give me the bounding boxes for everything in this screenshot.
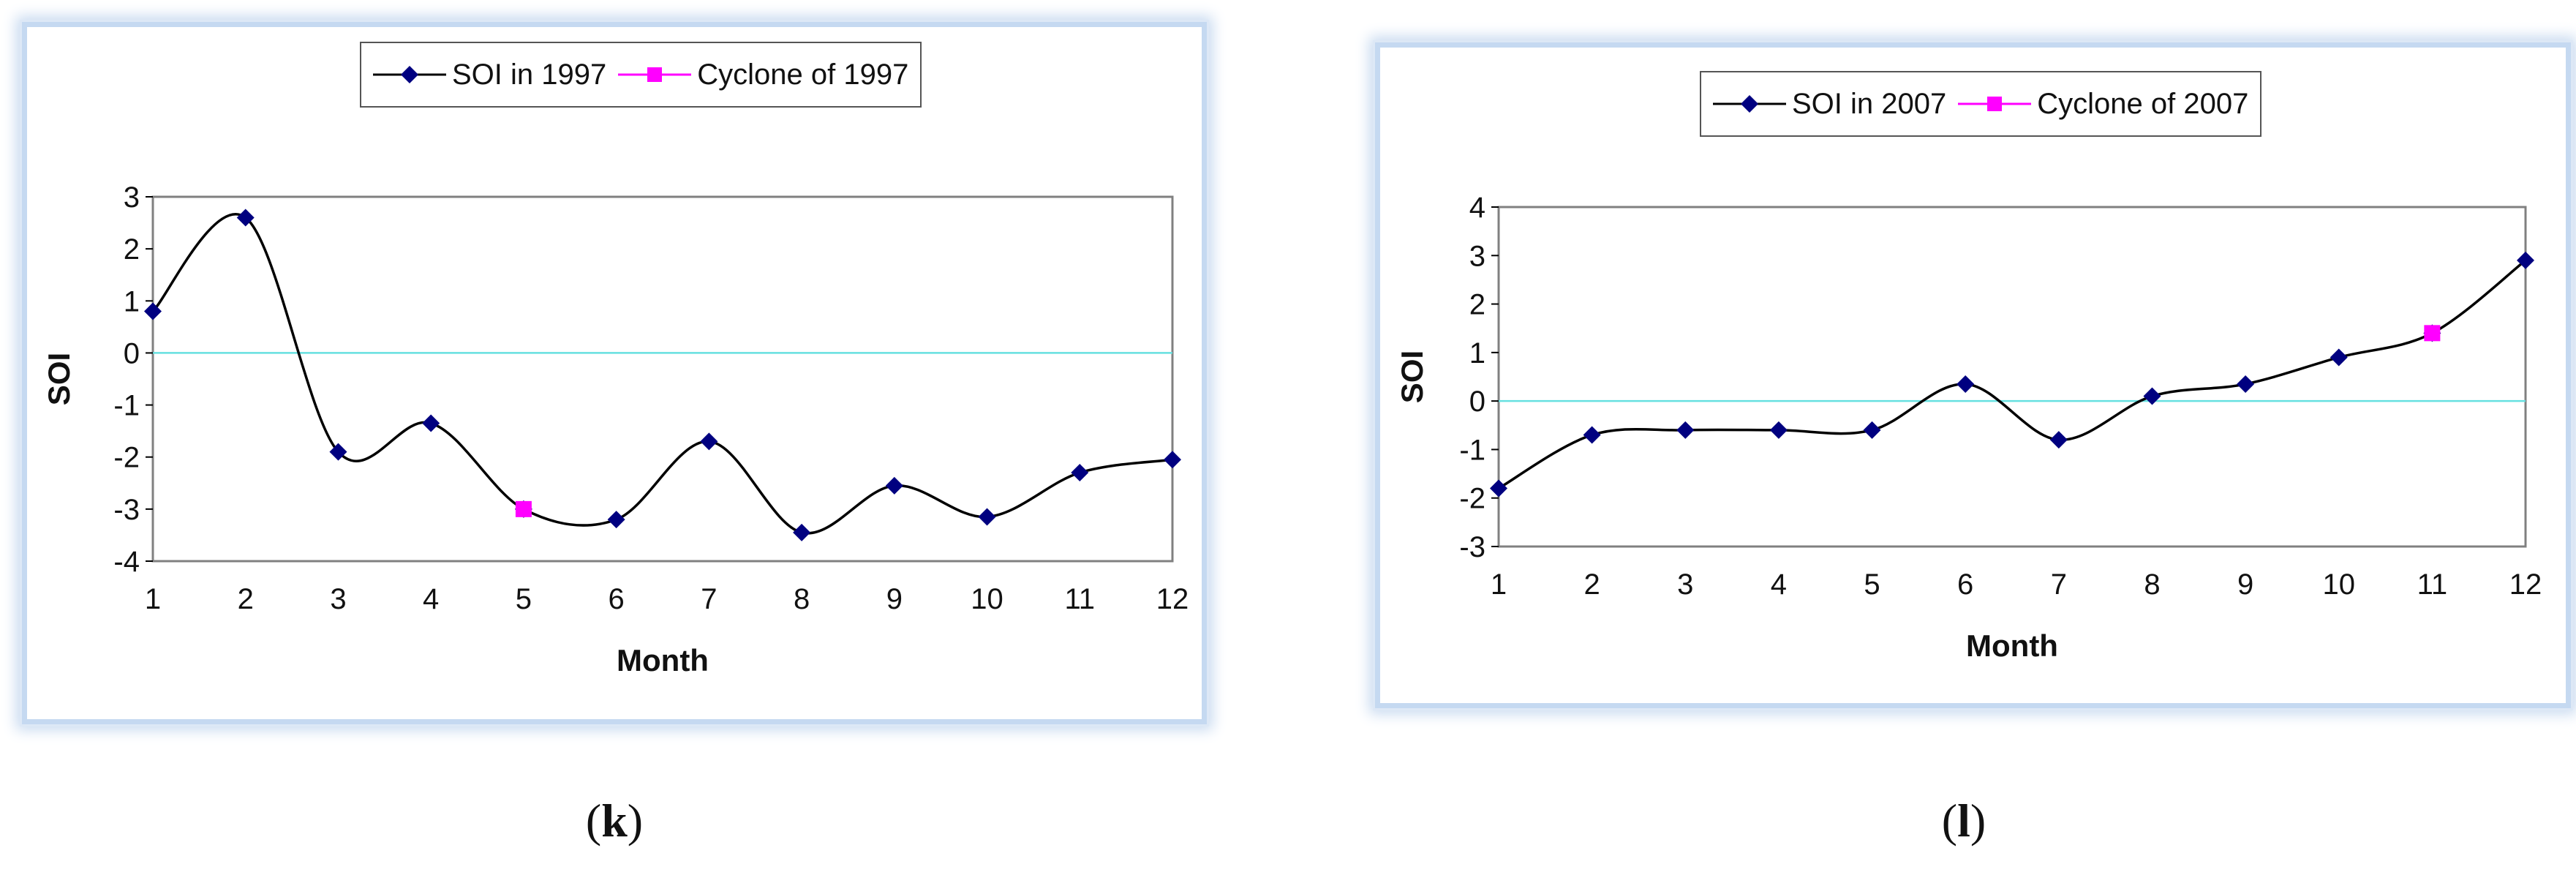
soi-data-point	[1071, 464, 1089, 482]
plot-area	[1497, 206, 2527, 548]
y-tick-label: 2	[124, 233, 140, 266]
chart-panel-2007: 4 3 2 1 0 -1 -2 -3 1 2 3 4 5 6 7 8 9 10 11 12 Month SOI SOI i…	[1375, 42, 2571, 708]
x-tick-label: 2	[238, 583, 254, 615]
cyclone-data-point	[2424, 325, 2441, 342]
chart-panel-1997: 3 2 1 0 -1 -2 -3 -4 1 2 3 4 5 6 7 8 9 10 11 12 Month SOI SOI …	[22, 22, 1207, 724]
y-tick-label: 4	[1469, 192, 1485, 224]
soi-data-point	[2517, 251, 2534, 269]
x-tick-label: 6	[609, 583, 625, 615]
x-tick-label: 6	[1957, 568, 1973, 601]
x-tick-label: 9	[2237, 568, 2253, 601]
subfigure-label-l: (l)	[1941, 795, 1986, 846]
subfigure-label-k: (k)	[585, 795, 644, 846]
y-tick-label: -4	[113, 546, 140, 578]
legend-label-cyclone-1997: Cyclone of 1997	[697, 58, 909, 91]
square-marker-icon	[1958, 97, 2032, 111]
x-tick-label: 2	[1584, 568, 1600, 601]
soi-data-point	[1863, 421, 1881, 439]
soi-data-point	[236, 209, 255, 227]
legend-item-soi-1997: SOI in 1997	[373, 59, 606, 91]
legend-1997: SOI in 1997 Cyclone of 1997	[360, 42, 922, 108]
x-axis-label: Month	[617, 643, 709, 677]
y-axis-label: SOI	[1395, 350, 1429, 403]
x-tick-label: 11	[1065, 583, 1096, 615]
y-tick-label: 3	[1469, 240, 1485, 272]
soi-data-point	[793, 523, 811, 541]
soi-data-point	[978, 508, 996, 526]
x-tick-label: 3	[330, 583, 346, 615]
soi-data-point	[1957, 375, 1975, 393]
x-tick-label: 12	[1156, 583, 1189, 615]
plot-area	[151, 195, 1174, 563]
soi-data-point	[607, 511, 625, 529]
diamond-marker-icon	[373, 66, 446, 83]
x-tick-label: 3	[1677, 568, 1693, 601]
y-axis-label: SOI	[42, 353, 76, 405]
y-tick-label: -3	[1459, 531, 1485, 563]
y-tick-label: 1	[1469, 337, 1485, 369]
x-tick-label: 7	[2051, 568, 2067, 601]
soi-data-point	[1164, 451, 1181, 469]
x-tick-label: 1	[1491, 568, 1507, 601]
y-tick-label: 1	[124, 285, 140, 318]
soi-data-point	[144, 302, 162, 320]
soi-data-point	[1769, 421, 1788, 439]
x-tick-label: 5	[516, 583, 532, 615]
y-tick-label: 0	[124, 337, 140, 369]
y-tick-label: -1	[113, 390, 140, 422]
legend-item-soi-2007: SOI in 2007	[1713, 88, 1946, 121]
y-tick-label: -3	[113, 494, 140, 526]
x-tick-label: 8	[794, 583, 810, 615]
x-tick-label: 11	[2417, 568, 2448, 601]
y-tick-label: 0	[1469, 386, 1485, 418]
x-tick-label: 1	[145, 583, 161, 615]
soi-series-line	[1498, 259, 2527, 489]
x-tick-label: 4	[1771, 568, 1787, 601]
y-tick-label: -2	[1459, 483, 1485, 515]
x-tick-label: 4	[423, 583, 439, 615]
soi-data-point	[329, 443, 347, 461]
legend-item-cyclone-1997: Cyclone of 1997	[618, 59, 908, 91]
soi-data-point	[2237, 375, 2255, 393]
subfigure-label-l-letter: l	[1957, 795, 1970, 846]
y-tick-label: -1	[1459, 434, 1485, 466]
legend-label-cyclone-2007: Cyclone of 2007	[2037, 87, 2249, 120]
x-tick-label: 9	[886, 583, 903, 615]
x-tick-label: 5	[1864, 568, 1880, 601]
soi-data-point	[1490, 479, 1507, 497]
square-marker-icon	[618, 67, 692, 82]
x-tick-label: 10	[2322, 568, 2355, 601]
x-tick-label: 8	[2144, 568, 2160, 601]
y-tick-label: 3	[124, 181, 140, 214]
cyclone-data-point	[515, 500, 532, 517]
soi-data-point	[2049, 431, 2068, 449]
soi-data-point	[885, 476, 903, 495]
soi-data-point	[1583, 426, 1601, 444]
legend-item-cyclone-2007: Cyclone of 2007	[1958, 88, 2248, 121]
x-tick-label: 10	[971, 583, 1003, 615]
soi-data-point	[700, 432, 718, 451]
soi-data-point	[422, 414, 440, 432]
x-tick-label: 7	[701, 583, 717, 615]
y-tick-label: 2	[1469, 289, 1485, 321]
soi-data-point	[2330, 348, 2348, 367]
x-axis-label: Month	[1966, 628, 2058, 663]
legend-label-soi-1997: SOI in 1997	[452, 58, 607, 91]
legend-label-soi-2007: SOI in 2007	[1792, 87, 1947, 120]
subfigure-label-k-letter: k	[601, 795, 628, 846]
x-tick-label: 12	[2509, 568, 2542, 601]
soi-data-point	[1676, 421, 1695, 439]
soi-data-point	[2143, 387, 2161, 405]
diamond-marker-icon	[1713, 95, 1786, 113]
legend-2007: SOI in 2007 Cyclone of 2007	[1700, 71, 2262, 137]
y-tick-label: -2	[113, 442, 140, 474]
